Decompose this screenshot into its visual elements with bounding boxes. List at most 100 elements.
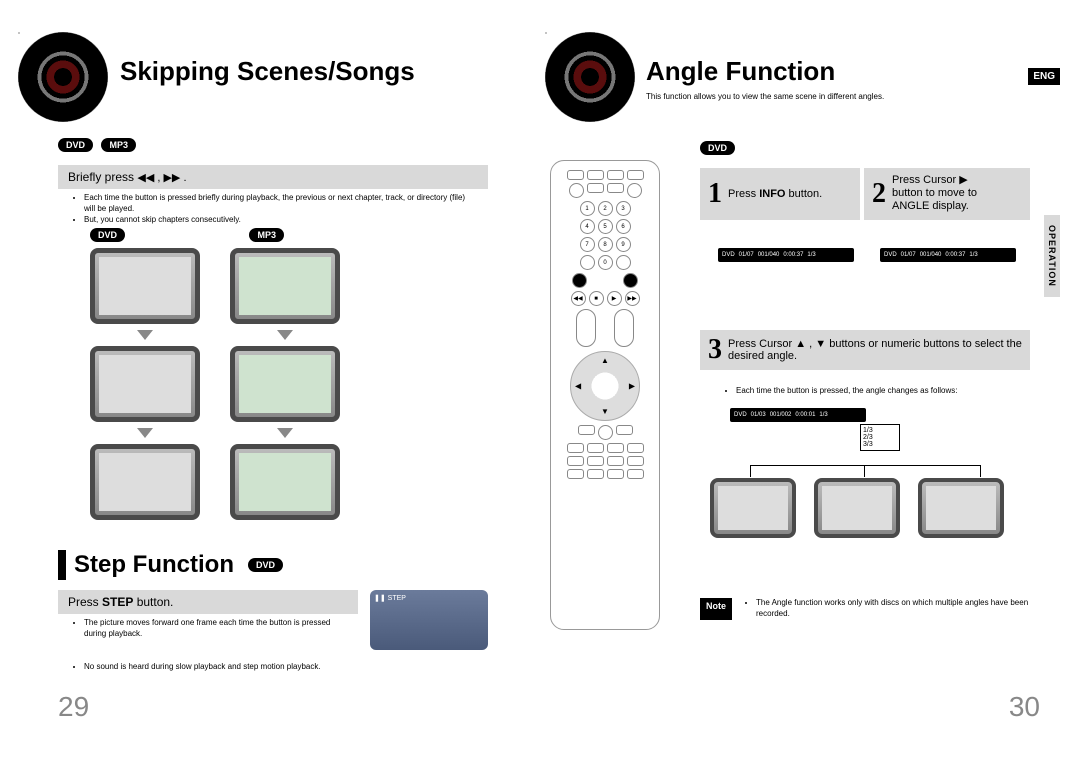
remote-num[interactable]: 4 xyxy=(580,219,595,234)
briefly-text: Briefly press xyxy=(68,170,134,184)
remote-btn[interactable] xyxy=(567,469,584,479)
remote-btn[interactable] xyxy=(587,170,604,180)
osd-field: 01/03 xyxy=(751,412,766,418)
remote-btn[interactable] xyxy=(627,443,644,453)
subtitle: This function allows you to view the sam… xyxy=(646,92,1016,101)
remote-btn[interactable] xyxy=(627,183,642,198)
remote-btn[interactable] xyxy=(567,443,584,453)
remote-btn[interactable] xyxy=(607,469,624,479)
angle-item: 1/3 xyxy=(863,427,897,434)
remote-num[interactable]: 6 xyxy=(616,219,631,234)
remote-num[interactable]: 2 xyxy=(598,201,613,216)
remote-num[interactable]: 9 xyxy=(616,237,631,252)
step1: 1 Press INFO button. xyxy=(700,168,860,220)
osd-field: 01/07 xyxy=(901,252,916,258)
osd-field: 0:00:01 xyxy=(795,412,815,418)
steps-1-2: 1 Press INFO button. 2 Press Cursor ▶ bu… xyxy=(700,168,1030,220)
tv-mp3-1 xyxy=(230,248,340,324)
remote-num[interactable]: 3 xyxy=(616,201,631,216)
remote-btn[interactable] xyxy=(567,170,584,180)
step-bullets: The picture moves forward one frame each… xyxy=(58,614,358,644)
remote-nav-pad[interactable]: ▲ ▼ ◀ ▶ xyxy=(570,351,640,421)
remote-btn[interactable] xyxy=(616,425,633,435)
tv-dvd-3 xyxy=(90,444,200,520)
remote-btn[interactable] xyxy=(616,255,631,270)
osd-field: 1/3 xyxy=(969,252,977,258)
remote-btn[interactable] xyxy=(578,425,595,435)
remote-num[interactable]: 8 xyxy=(598,237,613,252)
press-step-bar: Press STEP button. xyxy=(58,590,358,614)
remote-btn[interactable] xyxy=(567,456,584,466)
tv-angle-3 xyxy=(918,478,1004,538)
remote-vol[interactable] xyxy=(576,309,596,347)
remote-power[interactable] xyxy=(569,183,584,198)
step3-text: Press Cursor ▲ , ▼ buttons or numeric bu… xyxy=(728,338,1022,362)
speaker-icon xyxy=(545,32,635,122)
press-step-text: Press STEP button. xyxy=(68,595,173,609)
osd-field: 0:00:37 xyxy=(945,252,965,258)
col-labels: DVD MP3 xyxy=(90,225,288,243)
tv-dvd-2 xyxy=(90,346,200,422)
note-block: Note The Angle function works only with … xyxy=(700,598,1040,620)
remote-prev[interactable]: ◀◀ xyxy=(571,291,586,306)
remote-num[interactable]: 0 xyxy=(598,255,613,270)
osd-field: 0:00:37 xyxy=(783,252,803,258)
each-time-bullet: Each time the button is pressed, the ang… xyxy=(710,382,1030,401)
title-angle: Angle Function xyxy=(646,56,835,87)
osd-field: 1/3 xyxy=(819,412,827,418)
remote-play[interactable]: ▶ xyxy=(607,291,622,306)
dvd-column xyxy=(90,248,200,520)
remote-btn[interactable] xyxy=(587,456,604,466)
nosound-bullet: No sound is heard during slow playback a… xyxy=(58,658,358,677)
remote-num[interactable]: 1 xyxy=(580,201,595,216)
angle-item: 2/3 xyxy=(863,434,897,441)
osd3-wrap: DVD 01/03 001/002 0:00:01 1/3 1/3 2/3 3/… xyxy=(730,408,900,451)
remote-btn[interactable] xyxy=(587,183,604,193)
remote-btn[interactable] xyxy=(627,456,644,466)
osd-bar: DVD 01/03 001/002 0:00:01 1/3 xyxy=(730,408,866,422)
remote-next[interactable]: ▶▶ xyxy=(625,291,640,306)
step-osd-screen: ❚❚ STEP xyxy=(370,590,488,650)
remote-btn[interactable] xyxy=(607,443,624,453)
remote-btn[interactable] xyxy=(587,469,604,479)
remote-btn[interactable] xyxy=(607,170,624,180)
remote-btn[interactable] xyxy=(587,443,604,453)
step-number: 1 xyxy=(708,180,722,208)
badge-dvd: DVD xyxy=(58,138,93,152)
line: button to move to xyxy=(892,187,977,199)
step1-text: Press INFO button. xyxy=(728,188,822,200)
tv-mp3-2 xyxy=(230,346,340,422)
down-arrow-icon xyxy=(137,330,153,340)
step-format: DVD xyxy=(248,558,283,572)
step-title: Step Function xyxy=(74,551,234,579)
step2: 2 Press Cursor ▶ button to move to ANGLE… xyxy=(864,168,1030,220)
bullet: But, you cannot skip chapters consecutiv… xyxy=(84,215,474,226)
note-text: The Angle function works only with discs… xyxy=(756,598,1040,620)
remote-btn[interactable] xyxy=(607,183,624,193)
down-arrow-icon xyxy=(277,330,293,340)
remote-btn[interactable] xyxy=(607,456,624,466)
briefly-bullets: Each time the button is pressed briefly … xyxy=(58,189,488,229)
remote-ch[interactable] xyxy=(614,309,634,347)
badge-mp3: MP3 xyxy=(101,138,136,152)
remote-stop[interactable]: ■ xyxy=(589,291,604,306)
osd-field: 01/07 xyxy=(739,252,754,258)
remote-btn[interactable] xyxy=(580,255,595,270)
osd-bar: DVD 01/07 001/040 0:00:37 1/3 xyxy=(718,248,854,262)
down-arrow-icon xyxy=(137,428,153,438)
remote-btn[interactable] xyxy=(598,425,613,440)
page-left: Skipping Scenes/Songs DVD MP3 Briefly pr… xyxy=(0,0,540,763)
tv-angle-2 xyxy=(814,478,900,538)
remote-num[interactable]: 7 xyxy=(580,237,595,252)
remote-num[interactable]: 5 xyxy=(598,219,613,234)
note-badge: Note xyxy=(700,598,732,620)
bullet: Each time the button is pressed briefly … xyxy=(84,193,474,215)
operation-tab: OPERATION xyxy=(1044,215,1060,297)
skip-icons: ◀◀ , ▶▶ . xyxy=(137,172,186,184)
nav-up-icon: ▲ xyxy=(601,356,609,365)
remote-btn[interactable] xyxy=(627,170,644,180)
remote-dvd[interactable] xyxy=(572,273,587,288)
remote-radio[interactable] xyxy=(623,273,638,288)
remote-btn[interactable] xyxy=(627,469,644,479)
step-section: Step Function DVD xyxy=(58,550,287,580)
